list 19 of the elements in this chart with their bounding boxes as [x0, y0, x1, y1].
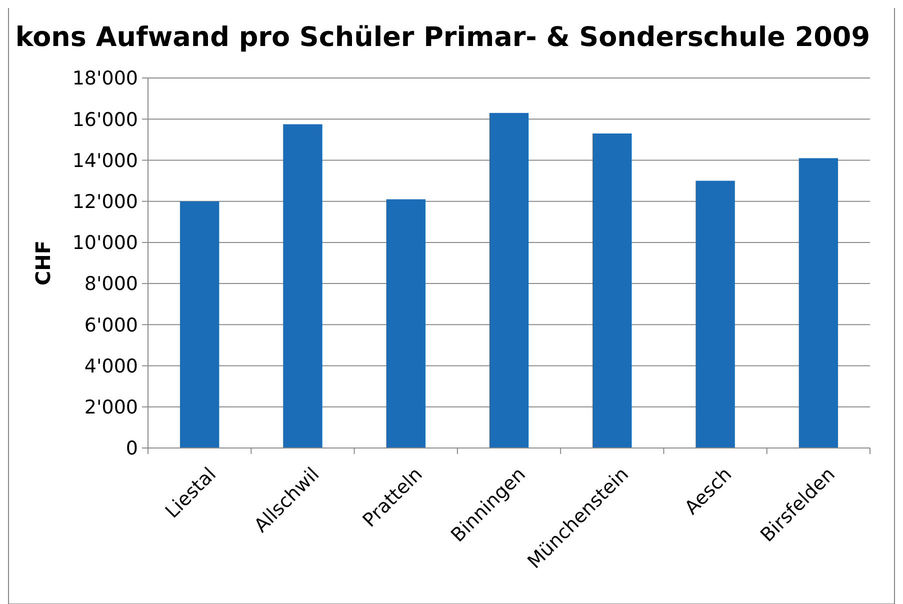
bar: [489, 112, 529, 448]
y-axis-title: CHF: [31, 240, 55, 286]
bar: [592, 134, 632, 448]
y-tick-label: 8'000: [84, 273, 138, 296]
bar: [283, 124, 322, 448]
bar: [386, 199, 426, 448]
y-tick-label: 16'000: [72, 108, 138, 131]
chart-title: kons Aufwand pro Schüler Primar- & Sonderschule 2009: [15, 22, 870, 53]
y-tick-label: 14'000: [72, 150, 138, 172]
y-tick-label: 18'000: [72, 68, 138, 90]
y-tick-label: 10'000: [72, 232, 138, 254]
bar: [180, 201, 220, 448]
y-tick-label: 4'000: [84, 355, 138, 378]
y-tick-label: 12'000: [72, 190, 138, 213]
y-tick-label: 6'000: [84, 314, 138, 336]
bar: [696, 180, 735, 448]
bar: [798, 158, 838, 448]
y-tick-label: 0: [126, 438, 138, 460]
y-tick-label: 2'000: [84, 396, 138, 419]
